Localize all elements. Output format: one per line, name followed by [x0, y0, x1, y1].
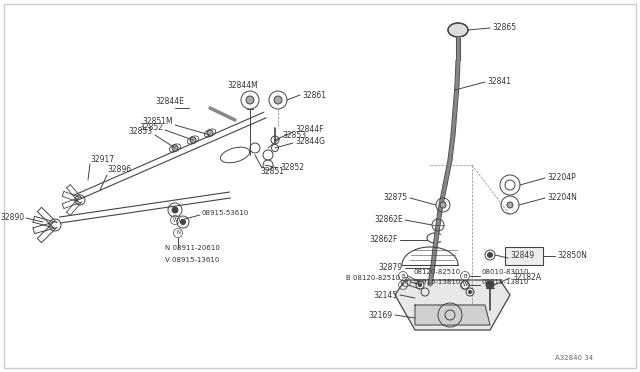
Text: 32853: 32853: [129, 128, 153, 137]
Text: B: B: [404, 279, 408, 285]
Circle shape: [488, 253, 493, 257]
Text: 32850N: 32850N: [557, 251, 587, 260]
Text: 32844E: 32844E: [155, 97, 184, 106]
Text: 32204N: 32204N: [547, 193, 577, 202]
Text: N 08911-20610: N 08911-20610: [165, 245, 220, 251]
Text: 32145: 32145: [374, 291, 398, 299]
Text: 32896: 32896: [107, 166, 131, 174]
Text: 32865: 32865: [492, 23, 516, 32]
Text: 32852: 32852: [139, 122, 163, 131]
Circle shape: [468, 291, 472, 294]
Text: W: W: [462, 282, 468, 288]
Polygon shape: [415, 305, 490, 325]
Text: 32875: 32875: [384, 193, 408, 202]
Text: 32861: 32861: [302, 90, 326, 99]
Circle shape: [274, 96, 282, 104]
Text: 32862E: 32862E: [374, 215, 403, 224]
Text: 32879: 32879: [379, 263, 403, 273]
Text: 32204P: 32204P: [547, 173, 576, 183]
Text: 08120-82510: 08120-82510: [413, 269, 460, 275]
Circle shape: [172, 145, 178, 151]
Text: W: W: [172, 218, 178, 222]
Text: 32844M: 32844M: [228, 80, 259, 90]
Circle shape: [507, 202, 513, 208]
Text: 32851: 32851: [260, 167, 284, 176]
FancyBboxPatch shape: [505, 247, 543, 265]
Text: 32849: 32849: [510, 250, 534, 260]
Circle shape: [246, 96, 254, 104]
Text: 32851M: 32851M: [142, 118, 173, 126]
Circle shape: [172, 207, 178, 213]
Circle shape: [207, 130, 213, 136]
Circle shape: [440, 202, 446, 208]
Text: 32853: 32853: [282, 131, 306, 141]
Ellipse shape: [448, 23, 468, 37]
Text: B: B: [463, 273, 467, 279]
Text: B: B: [401, 273, 405, 279]
Text: N: N: [176, 231, 180, 235]
Text: 32917: 32917: [90, 155, 114, 164]
Circle shape: [486, 281, 494, 289]
Text: 32852: 32852: [280, 164, 304, 173]
Text: 08915-13810: 08915-13810: [413, 279, 460, 285]
Text: 32844F: 32844F: [295, 125, 323, 135]
Text: 32841: 32841: [487, 77, 511, 87]
Text: A32840 34: A32840 34: [555, 355, 593, 361]
Text: 32844G: 32844G: [295, 137, 325, 145]
Text: B 08120-82510: B 08120-82510: [346, 275, 400, 281]
Circle shape: [419, 283, 422, 286]
Circle shape: [180, 219, 186, 224]
Text: 08915-53610: 08915-53610: [202, 210, 249, 216]
Text: V 08915-13610: V 08915-13610: [165, 257, 220, 263]
Text: 32182A: 32182A: [512, 273, 541, 282]
Text: 08915-13810: 08915-13810: [482, 279, 529, 285]
Text: 32890: 32890: [1, 214, 25, 222]
Text: V: V: [401, 282, 405, 288]
Text: 32169: 32169: [369, 311, 393, 320]
Text: 08010-83010: 08010-83010: [482, 269, 529, 275]
Polygon shape: [395, 280, 510, 330]
Text: 32862F: 32862F: [370, 235, 398, 244]
Circle shape: [190, 137, 196, 143]
